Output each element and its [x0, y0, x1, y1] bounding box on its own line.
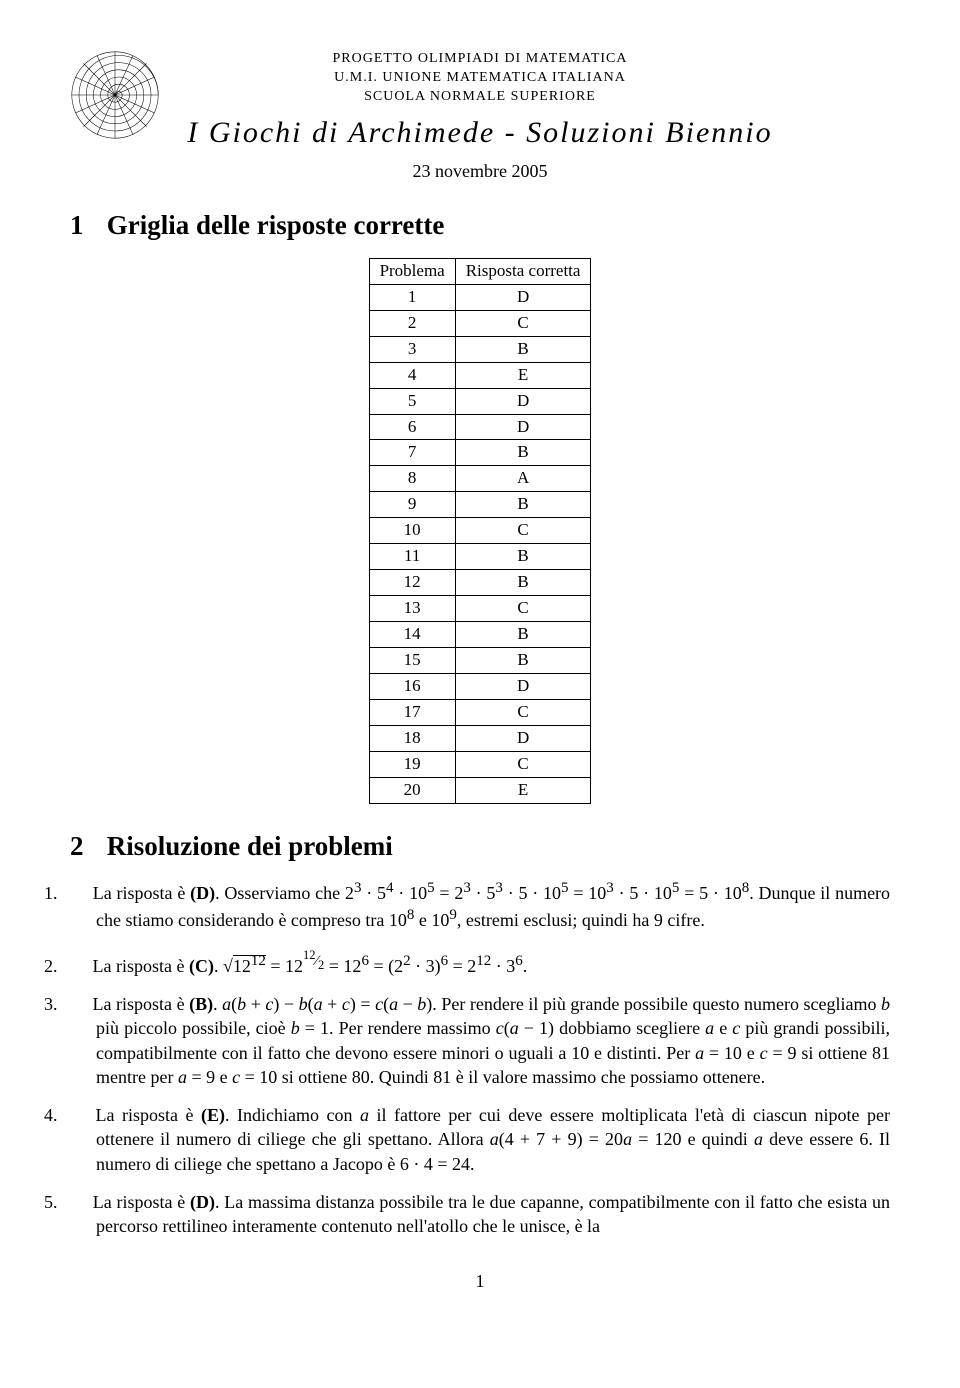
table-cell-problem: 3	[369, 336, 455, 362]
table-row: 8A	[369, 466, 591, 492]
table-cell-answer: D	[455, 414, 591, 440]
table-row: 11B	[369, 544, 591, 570]
table-cell-problem: 8	[369, 466, 455, 492]
solution-number: 5.	[70, 1190, 88, 1214]
table-cell-answer: A	[455, 466, 591, 492]
header-line-3: SCUOLA NORMALE SUPERIORE	[70, 88, 890, 107]
table-row: 1D	[369, 284, 591, 310]
table-cell-answer: C	[455, 596, 591, 622]
table-row: 10C	[369, 518, 591, 544]
section-2-heading: 2 Risoluzione dei problemi	[70, 828, 890, 864]
document-date: 23 novembre 2005	[70, 159, 890, 183]
table-row: 12B	[369, 570, 591, 596]
table-cell-answer: D	[455, 388, 591, 414]
table-row: 5D	[369, 388, 591, 414]
solutions-list: 1. La risposta è (D). Osserviamo che 23 …	[70, 878, 890, 1239]
table-cell-problem: 6	[369, 414, 455, 440]
spiral-logo-icon	[70, 50, 160, 140]
table-cell-problem: 20	[369, 777, 455, 803]
table-cell-problem: 18	[369, 725, 455, 751]
table-cell-answer: C	[455, 699, 591, 725]
table-cell-problem: 13	[369, 596, 455, 622]
table-cell-problem: 2	[369, 310, 455, 336]
table-cell-answer: D	[455, 725, 591, 751]
solution-item: 4. La risposta è (E). Indichiamo con a i…	[70, 1103, 890, 1176]
table-cell-answer: C	[455, 751, 591, 777]
section-1-number: 1	[70, 207, 100, 243]
table-cell-answer: B	[455, 492, 591, 518]
table-row: 14B	[369, 622, 591, 648]
header-line-2: U.M.I. UNIONE MATEMATICA ITALIANA	[70, 69, 890, 88]
table-row: 13C	[369, 596, 591, 622]
table-cell-problem: 16	[369, 673, 455, 699]
table-cell-answer: B	[455, 336, 591, 362]
table-row: 15B	[369, 647, 591, 673]
table-cell-problem: 15	[369, 647, 455, 673]
table-cell-answer: D	[455, 284, 591, 310]
table-cell-problem: 1	[369, 284, 455, 310]
page-number: 1	[70, 1269, 890, 1293]
solution-item: 1. La risposta è (D). Osserviamo che 23 …	[70, 878, 890, 933]
table-cell-answer: C	[455, 310, 591, 336]
table-row: 16D	[369, 673, 591, 699]
solution-item: 2. La risposta è (C). √1212 = 1212⁄2 = 1…	[70, 947, 890, 978]
solution-text: La risposta è (D). La massima distanza p…	[88, 1192, 890, 1236]
table-row: 7B	[369, 440, 591, 466]
table-cell-answer: B	[455, 544, 591, 570]
table-cell-problem: 5	[369, 388, 455, 414]
table-cell-problem: 14	[369, 622, 455, 648]
table-row: 2C	[369, 310, 591, 336]
table-cell-answer: B	[455, 622, 591, 648]
document-title: I Giochi di Archimede - Soluzioni Bienni…	[70, 113, 890, 154]
table-cell-answer: B	[455, 570, 591, 596]
table-cell-answer: B	[455, 647, 591, 673]
solution-item: 3. La risposta è (B). a(b + c) − b(a + c…	[70, 992, 890, 1089]
table-cell-problem: 11	[369, 544, 455, 570]
table-cell-problem: 7	[369, 440, 455, 466]
table-row: 18D	[369, 725, 591, 751]
solution-item: 5. La risposta è (D). La massima distanz…	[70, 1190, 890, 1239]
solution-text: La risposta è (D). Osserviamo che 23 · 5…	[88, 883, 890, 930]
section-2-number: 2	[70, 828, 100, 864]
section-2-title: Risoluzione dei problemi	[107, 831, 393, 861]
solution-text: La risposta è (C). √1212 = 1212⁄2 = 126 …	[88, 956, 527, 976]
solution-number: 4.	[70, 1103, 88, 1127]
table-row: 6D	[369, 414, 591, 440]
table-row: 20E	[369, 777, 591, 803]
solution-number: 1.	[70, 881, 88, 905]
solution-text: La risposta è (E). Indichiamo con a il f…	[88, 1105, 890, 1174]
table-cell-problem: 17	[369, 699, 455, 725]
table-cell-answer: C	[455, 518, 591, 544]
section-1-title: Griglia delle risposte corrette	[107, 210, 445, 240]
document-header: PROGETTO OLIMPIADI DI MATEMATICA U.M.I. …	[70, 50, 890, 183]
solution-number: 2.	[70, 954, 88, 978]
table-cell-answer: B	[455, 440, 591, 466]
table-cell-problem: 10	[369, 518, 455, 544]
table-row: 19C	[369, 751, 591, 777]
table-cell-answer: E	[455, 777, 591, 803]
answer-key-table: Problema Risposta corretta 1D2C3B4E5D6D7…	[369, 258, 592, 804]
table-cell-problem: 12	[369, 570, 455, 596]
table-cell-problem: 9	[369, 492, 455, 518]
table-row: 4E	[369, 362, 591, 388]
solution-text: La risposta è (B). a(b + c) − b(a + c) =…	[88, 994, 890, 1087]
table-row: 3B	[369, 336, 591, 362]
solution-number: 3.	[70, 992, 88, 1016]
table-row: 9B	[369, 492, 591, 518]
table-header-problema: Problema	[369, 258, 455, 284]
section-1-heading: 1 Griglia delle risposte corrette	[70, 207, 890, 243]
table-cell-answer: D	[455, 673, 591, 699]
table-row: 17C	[369, 699, 591, 725]
table-cell-problem: 19	[369, 751, 455, 777]
table-cell-answer: E	[455, 362, 591, 388]
table-header-risposta: Risposta corretta	[455, 258, 591, 284]
table-cell-problem: 4	[369, 362, 455, 388]
header-line-1: PROGETTO OLIMPIADI DI MATEMATICA	[70, 50, 890, 69]
